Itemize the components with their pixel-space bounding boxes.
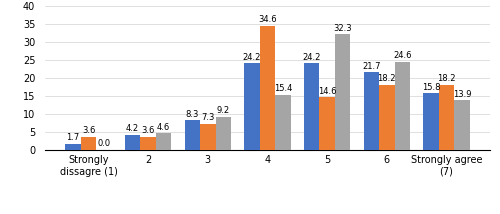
Bar [335, 34, 350, 150]
Bar [304, 63, 320, 150]
Bar [184, 120, 200, 150]
Text: 18.2: 18.2 [378, 74, 396, 83]
Text: 18.2: 18.2 [438, 74, 456, 83]
Bar [438, 85, 454, 150]
Bar [156, 133, 172, 150]
Bar [216, 117, 231, 150]
Bar [364, 72, 379, 150]
Bar [394, 62, 410, 150]
Text: 3.6: 3.6 [142, 126, 155, 135]
Text: 3.6: 3.6 [82, 126, 95, 135]
Text: 21.7: 21.7 [362, 62, 380, 71]
Text: 32.3: 32.3 [334, 24, 352, 33]
Text: 1.7: 1.7 [66, 133, 80, 142]
Bar [125, 135, 140, 150]
Text: 15.4: 15.4 [274, 84, 292, 93]
Text: 8.3: 8.3 [186, 110, 199, 119]
Text: 4.2: 4.2 [126, 124, 139, 133]
Text: 34.6: 34.6 [258, 15, 277, 24]
Bar [260, 26, 276, 150]
Text: 7.3: 7.3 [201, 113, 214, 122]
Bar [320, 97, 335, 150]
Bar [80, 137, 96, 150]
Bar [244, 63, 260, 150]
Text: 14.6: 14.6 [318, 87, 336, 96]
Text: 24.6: 24.6 [393, 51, 411, 60]
Bar [65, 144, 80, 150]
Text: 24.2: 24.2 [302, 53, 321, 62]
Bar [276, 95, 291, 150]
Text: 4.6: 4.6 [157, 123, 170, 132]
Bar [140, 137, 156, 150]
Text: 13.9: 13.9 [453, 89, 471, 98]
Bar [454, 100, 470, 150]
Text: 9.2: 9.2 [217, 106, 230, 115]
Bar [200, 124, 216, 150]
Text: 0.0: 0.0 [98, 139, 110, 148]
Bar [379, 85, 394, 150]
Text: 24.2: 24.2 [243, 53, 261, 62]
Bar [423, 93, 438, 150]
Text: 15.8: 15.8 [422, 83, 440, 92]
